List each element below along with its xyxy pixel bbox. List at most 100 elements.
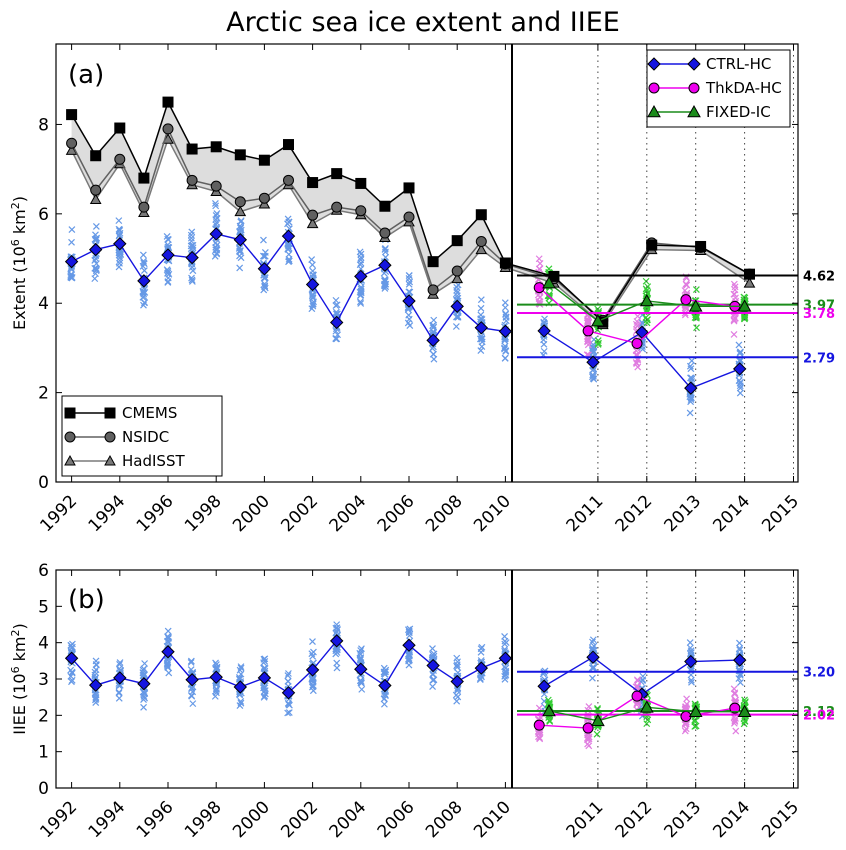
ensemble-member-mark <box>536 259 544 267</box>
hadisst-point <box>451 272 464 284</box>
ensemble-member-mark <box>692 286 700 294</box>
ensemble-member-mark <box>594 337 602 344</box>
x-tick-label: 2012 <box>612 491 657 536</box>
ensemble-member-mark <box>732 294 739 302</box>
ensemble-member-mark <box>140 665 148 673</box>
ensemble-member-mark <box>686 362 694 370</box>
ensemble-member-mark <box>115 694 123 702</box>
ensemble-member-mark <box>357 300 365 307</box>
panel-a-frame <box>55 43 799 483</box>
x-tick-label: 2004 <box>326 797 371 842</box>
ctrl-forecast-point <box>733 362 747 376</box>
fixed-forecast-point <box>639 293 654 307</box>
ensemble-member-mark <box>686 409 694 417</box>
ensemble-member-mark <box>67 272 75 280</box>
ensemble-member-mark <box>453 697 461 705</box>
ensemble-member-mark <box>284 672 292 680</box>
ensemble-member-mark <box>92 691 100 699</box>
mean-value-label: 2.79 <box>803 351 835 366</box>
ensemble-member-mark <box>141 694 149 702</box>
thkda-forecast-point <box>533 719 545 731</box>
ensemble-member-mark <box>404 306 412 314</box>
ensemble-member-mark <box>309 638 316 646</box>
ensemble-member-mark <box>188 274 195 282</box>
mean-value-label: 3.97 <box>803 299 835 314</box>
ensemble-member-mark <box>502 335 509 342</box>
ensemble-member-mark <box>140 267 148 275</box>
ctrl-hindcast-point <box>257 262 272 276</box>
cmems-point <box>499 257 511 269</box>
ensemble-member-mark <box>284 246 292 253</box>
ensemble-member-mark <box>693 324 700 332</box>
y-tick-label: 3 <box>38 670 49 690</box>
legend-marker <box>648 82 660 94</box>
legend-label: NSIDC <box>122 428 169 446</box>
cmems-point <box>307 177 319 189</box>
ensemble-member-mark <box>585 703 593 710</box>
panel-b-forecast-year-gridlines <box>597 570 794 788</box>
ctrl-hindcast-point <box>354 662 368 676</box>
ensemble-member-mark <box>68 238 75 246</box>
cmems-point <box>258 154 270 166</box>
ensemble-member-mark <box>406 322 414 329</box>
ctrl-hindcast-point <box>281 686 296 700</box>
ctrl-hindcast-point <box>137 274 151 288</box>
ensemble-member-mark <box>259 252 267 260</box>
ctrl-hindcast-point <box>498 324 513 339</box>
ensemble-member-mark <box>261 684 269 692</box>
ensemble-member-mark <box>736 644 744 652</box>
nsidc-point <box>475 236 487 248</box>
ensemble-member-mark <box>740 293 748 301</box>
ensemble-member-mark <box>731 718 739 725</box>
ensemble-member-mark <box>405 280 413 288</box>
ensemble-member-mark <box>116 226 124 234</box>
ensemble-member-mark <box>188 228 196 236</box>
ensemble-member-mark <box>454 294 462 302</box>
ensemble-member-mark <box>332 302 340 310</box>
ensemble-member-mark <box>681 727 689 735</box>
ctrl-hindcast-point <box>426 333 440 348</box>
ensemble-member-mark <box>309 682 317 690</box>
ensemble-member-mark <box>585 319 592 327</box>
x-tick-label: 1994 <box>85 491 130 536</box>
ensemble-member-mark <box>284 240 292 247</box>
cmems-point <box>66 109 78 121</box>
legend-label: HadISST <box>122 452 185 470</box>
ensemble-member-mark <box>730 719 738 727</box>
ensemble-member-mark <box>540 697 548 705</box>
thkda-forecast-point <box>582 325 594 337</box>
ensemble-member-mark <box>736 679 744 687</box>
ctrl-forecast-point <box>586 355 600 369</box>
ensemble-member-mark <box>165 270 173 278</box>
cmems-point <box>646 239 658 251</box>
ensemble-member-mark <box>589 638 596 646</box>
y-tick-label: 2 <box>38 706 49 726</box>
ensemble-member-mark <box>237 670 245 678</box>
mean-value-label: 3.78 <box>803 307 835 322</box>
x-tick-label: 2015 <box>758 491 803 536</box>
ensemble-member-mark <box>261 664 268 672</box>
ensemble-member-mark <box>92 222 100 230</box>
ensemble-member-mark <box>91 257 99 264</box>
ensemble-member-mark <box>187 245 195 253</box>
ensemble-member-mark <box>380 700 388 708</box>
x-tick-label: 2008 <box>422 491 467 536</box>
ensemble-member-mark <box>357 250 365 258</box>
ensemble-member-mark <box>164 627 172 635</box>
x-tick-label: 1998 <box>181 797 226 842</box>
ctrl-hindcast-point <box>474 321 489 335</box>
ensemble-member-mark <box>358 645 365 653</box>
ensemble-member-mark <box>642 285 650 293</box>
x-tick-label: 2008 <box>422 797 467 842</box>
ensemble-member-mark <box>188 276 196 284</box>
ctrl-hindcast-point <box>329 634 344 648</box>
ctrl-hindcast-point <box>233 233 248 247</box>
ctrl-hindcast-point <box>257 671 272 685</box>
ensemble-member-mark <box>381 280 388 288</box>
ensemble-member-mark <box>356 288 364 296</box>
hadisst-point <box>65 144 78 155</box>
ensemble-member-mark <box>284 699 292 707</box>
panel-b-model-series <box>64 634 752 734</box>
ensemble-member-mark <box>380 282 388 289</box>
